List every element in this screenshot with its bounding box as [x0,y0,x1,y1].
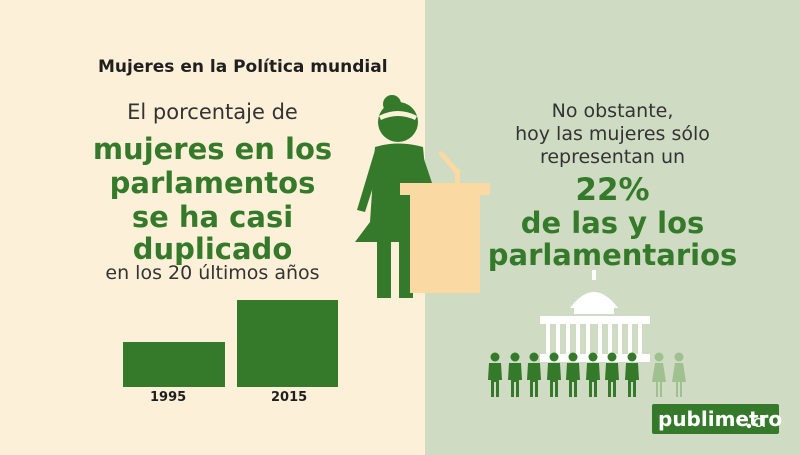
logo-wordmark: publimetro [658,407,783,431]
bar-1995 [123,342,225,387]
man-figure-icon [585,352,600,397]
left-highlight-line-3: se ha casi [131,200,294,234]
left-intro-text: El porcentaje de [127,100,298,124]
infographic-title: Mujeres en la Política mundial [98,57,388,77]
man-figure-icon [488,352,502,397]
publimetro-logo: publimetro cl [652,404,783,434]
microphone-icon [438,151,460,175]
year-label-1995: 1995 [150,390,187,405]
left-outro-text: en los 20 últimos años [105,262,320,284]
man-figure-icon [624,352,639,397]
capitol-building-icon [540,270,650,362]
bar-2015 [237,300,338,387]
right-text-line-3: representan un [539,146,686,168]
right-highlight-line-2: parlamentarios [487,238,738,272]
man-figure-icon [527,352,541,397]
man-figure-icon [605,352,619,397]
right-text-line-2: hoy las mujeres sólo [515,123,710,145]
man-figure-icon [507,352,522,397]
man-figure-icon [566,352,580,397]
logo-suffix-text: cl [753,412,766,431]
right-percent: 22% [575,172,650,208]
people-row [487,352,697,400]
left-highlight-line-1: mujeres en los [92,132,333,166]
woman-figure-icon [652,352,666,397]
logo-suffix-icon: cl [746,412,766,431]
left-highlight-line-2: parlamentos [109,166,316,200]
year-label-2015: 2015 [271,390,308,405]
left-highlight-line-4: duplicado [132,232,293,266]
right-highlight-line-1: de las y los [520,206,705,240]
woman-figure-icon [671,352,686,397]
podium-icon [400,151,490,293]
man-figure-icon [546,352,561,397]
right-text-line-1: No obstante, [551,100,674,122]
